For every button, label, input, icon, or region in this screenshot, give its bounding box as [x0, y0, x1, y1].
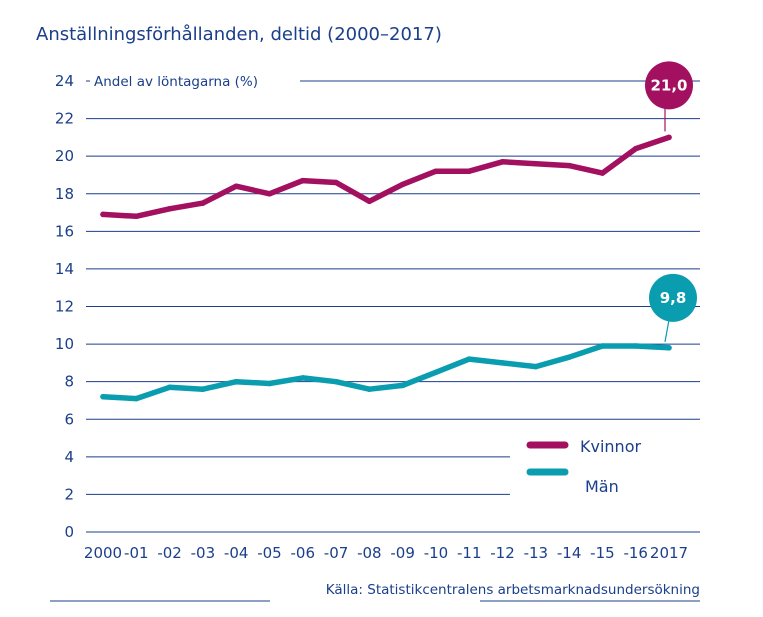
end-value-callouts: 21,0 9,8	[645, 61, 697, 342]
x-tick-label: -14	[557, 544, 582, 562]
x-tick-label: -05	[257, 544, 282, 562]
x-tick-label: -10	[424, 544, 449, 562]
y-axis-label-background	[90, 68, 300, 92]
grid	[86, 80, 700, 533]
series-line-1	[100, 343, 672, 402]
data-point	[366, 198, 373, 205]
data-point	[399, 181, 406, 188]
x-tick-label: -08	[357, 544, 382, 562]
data-point	[266, 191, 273, 197]
data-point	[599, 170, 606, 176]
y-tick-label: 22	[55, 110, 74, 128]
data-point	[399, 382, 406, 389]
y-tick-label: 2	[64, 485, 74, 503]
x-tick-label: -11	[457, 544, 482, 562]
data-point	[666, 345, 672, 351]
data-point	[599, 343, 606, 349]
y-tick-label: 8	[64, 373, 74, 391]
legend-label: Män	[585, 477, 619, 496]
data-point	[166, 384, 173, 391]
data-point	[466, 356, 472, 362]
data-point	[366, 386, 373, 392]
data-point	[632, 145, 639, 152]
data-point	[166, 206, 173, 212]
x-tick-label: -16	[623, 544, 648, 562]
y-axis-label: Andel av löntagarna (%)	[94, 74, 258, 90]
data-point	[100, 211, 106, 218]
x-tick-label: -13	[524, 544, 549, 562]
data-point	[133, 213, 140, 220]
x-tick-label: 2000	[84, 544, 122, 562]
x-tick-label: -03	[191, 544, 216, 562]
data-point	[233, 183, 239, 189]
x-tick-label: -12	[490, 544, 515, 562]
y-tick-label: 4	[64, 448, 74, 466]
legend-label: Kvinnor	[580, 437, 641, 456]
data-point	[566, 162, 572, 169]
x-tick-label: 2017	[650, 544, 688, 562]
x-tick-label: -07	[324, 544, 349, 562]
y-tick-label: 24	[55, 72, 74, 90]
data-point	[499, 159, 506, 165]
x-tick-label: -02	[157, 544, 182, 562]
data-point	[100, 393, 106, 400]
data-point	[433, 168, 439, 174]
data-point	[200, 200, 206, 206]
data-point	[666, 134, 672, 141]
data-point	[333, 378, 339, 385]
callout-bubble	[649, 273, 697, 322]
callout-leader	[664, 319, 670, 342]
x-tick-label: -09	[390, 544, 415, 562]
series-group	[100, 134, 672, 402]
y-tick-label: 6	[64, 410, 74, 428]
data-point	[133, 395, 140, 402]
data-point	[533, 363, 539, 370]
callout-bubble	[645, 61, 693, 110]
data-point	[433, 369, 439, 376]
y-tick-label: 16	[55, 222, 74, 240]
data-point	[300, 177, 306, 184]
series-line-0	[100, 134, 672, 220]
data-point	[266, 380, 273, 387]
y-tick-label: 18	[55, 185, 74, 203]
chart-title: Anställningsförhållanden, deltid (2000–2…	[36, 24, 442, 45]
y-tick-label: 14	[55, 260, 74, 278]
x-tick-label: -01	[124, 544, 149, 562]
y-tick-label: 20	[55, 147, 74, 165]
y-tick-label: 0	[64, 523, 74, 541]
data-point	[200, 386, 206, 392]
data-point	[632, 343, 639, 349]
data-point	[300, 375, 306, 381]
callout-value: 9,8	[660, 289, 687, 307]
x-tick-label: -04	[224, 544, 249, 562]
y-tick-label: 12	[55, 298, 74, 316]
data-point	[333, 179, 339, 186]
data-point	[566, 354, 572, 360]
x-tick-label: -06	[291, 544, 316, 562]
callout-value: 21,0	[650, 76, 687, 94]
y-tick-label: 10	[55, 335, 74, 353]
source-note: Källa: Statistikcentralens arbetsmarknad…	[326, 582, 700, 598]
data-point	[499, 360, 506, 366]
legend: Kvinnor Män	[510, 430, 700, 502]
data-point	[533, 160, 539, 167]
x-tick-labels: 2000 -01 -02 -03 -04 -05 -06 -07 -08 -09 -10 -11 -12…	[84, 544, 688, 562]
data-point	[233, 378, 239, 385]
data-point	[466, 168, 472, 174]
x-tick-label: -15	[590, 544, 615, 562]
